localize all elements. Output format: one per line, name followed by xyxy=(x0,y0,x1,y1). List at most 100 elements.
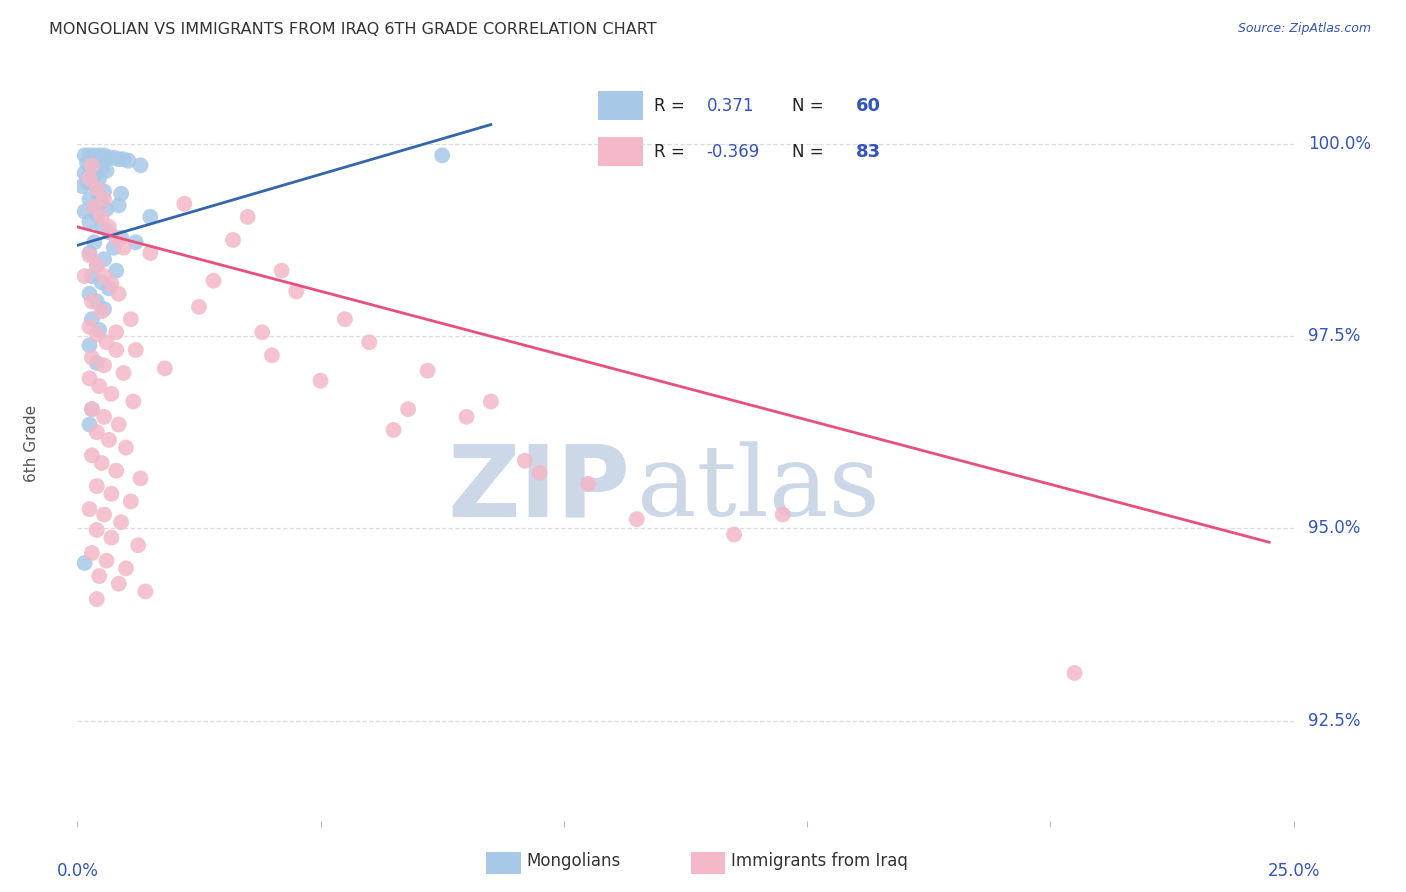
Point xyxy=(86,523,108,537)
Text: 60: 60 xyxy=(855,96,880,114)
Text: Mongolians: Mongolians xyxy=(527,852,621,870)
Text: MONGOLIAN VS IMMIGRANTS FROM IRAQ 6TH GRADE CORRELATION CHART: MONGOLIAN VS IMMIGRANTS FROM IRAQ 6TH GR… xyxy=(49,22,657,37)
Point xyxy=(80,402,103,417)
Point xyxy=(153,361,176,376)
Point xyxy=(120,312,142,326)
Text: N =: N = xyxy=(792,96,824,114)
Point xyxy=(110,186,132,201)
Point xyxy=(105,464,128,478)
Text: 0.0%: 0.0% xyxy=(56,862,98,880)
Point xyxy=(70,179,93,194)
Point xyxy=(270,263,292,277)
Point xyxy=(129,158,152,172)
Point xyxy=(79,192,101,206)
Point xyxy=(89,171,111,186)
Text: 97.5%: 97.5% xyxy=(1308,327,1361,345)
Point xyxy=(103,241,125,255)
Bar xyxy=(599,137,643,166)
Point xyxy=(110,230,132,244)
Point xyxy=(93,252,115,267)
Text: N =: N = xyxy=(792,143,824,161)
Point xyxy=(93,409,115,424)
Point xyxy=(112,366,135,380)
Point xyxy=(86,258,108,272)
Point xyxy=(115,441,138,455)
Point xyxy=(80,177,103,191)
Point xyxy=(73,556,96,570)
Point xyxy=(89,569,111,583)
Point xyxy=(73,166,96,180)
Point xyxy=(100,277,122,291)
Point xyxy=(80,158,103,172)
Point xyxy=(80,294,103,309)
Point xyxy=(83,200,105,214)
Point xyxy=(93,359,115,373)
Point xyxy=(86,208,108,222)
Point xyxy=(79,171,101,186)
Point xyxy=(90,161,112,176)
Point xyxy=(103,151,125,165)
Point xyxy=(93,302,115,317)
Point xyxy=(93,508,115,522)
Point xyxy=(96,335,118,350)
Point xyxy=(86,327,108,342)
Text: 0.371: 0.371 xyxy=(706,96,754,114)
Point xyxy=(125,235,148,250)
Point xyxy=(86,592,108,607)
Point xyxy=(89,189,111,203)
Point xyxy=(97,219,120,234)
Point xyxy=(107,576,129,591)
Text: R =: R = xyxy=(654,96,685,114)
Text: 95.0%: 95.0% xyxy=(1308,519,1361,537)
Point xyxy=(73,148,96,162)
Point xyxy=(96,163,118,178)
Point xyxy=(90,275,112,289)
Point xyxy=(333,312,356,326)
Point xyxy=(100,487,122,501)
Point xyxy=(79,319,101,334)
Point xyxy=(723,527,745,541)
Point xyxy=(236,210,259,224)
Point xyxy=(79,215,101,229)
Text: R =: R = xyxy=(654,143,685,161)
Point xyxy=(80,546,103,560)
Point xyxy=(80,351,103,365)
Point xyxy=(479,394,502,409)
Point xyxy=(100,531,122,545)
Point xyxy=(80,312,103,326)
Point xyxy=(309,374,332,388)
Text: -0.369: -0.369 xyxy=(706,143,759,161)
Point xyxy=(83,169,105,183)
Point xyxy=(125,343,148,357)
Text: Immigrants from Iraq: Immigrants from Iraq xyxy=(731,852,908,870)
Point xyxy=(79,371,101,385)
Text: 92.5%: 92.5% xyxy=(1308,712,1361,730)
Point xyxy=(89,148,111,162)
Point xyxy=(107,286,129,301)
Point xyxy=(260,348,283,362)
Point xyxy=(139,246,162,260)
Text: 6th Grade: 6th Grade xyxy=(24,405,38,483)
Point xyxy=(96,202,118,217)
Point xyxy=(188,300,211,314)
Point xyxy=(100,386,122,401)
Point xyxy=(105,325,128,339)
Point xyxy=(90,456,112,470)
Point xyxy=(97,151,120,165)
Bar xyxy=(599,91,643,120)
Point xyxy=(456,409,478,424)
Point xyxy=(90,219,112,234)
Point xyxy=(127,538,149,552)
Point xyxy=(79,246,101,260)
Point xyxy=(250,325,273,339)
Point xyxy=(120,494,142,508)
Text: 25.0%: 25.0% xyxy=(1267,862,1320,880)
Point xyxy=(79,148,101,162)
Text: Source: ZipAtlas.com: Source: ZipAtlas.com xyxy=(1237,22,1371,36)
Point xyxy=(76,175,98,189)
Point xyxy=(1063,665,1085,680)
Point xyxy=(202,274,225,288)
Point xyxy=(134,584,156,599)
Point xyxy=(80,158,103,172)
Point xyxy=(86,294,108,309)
